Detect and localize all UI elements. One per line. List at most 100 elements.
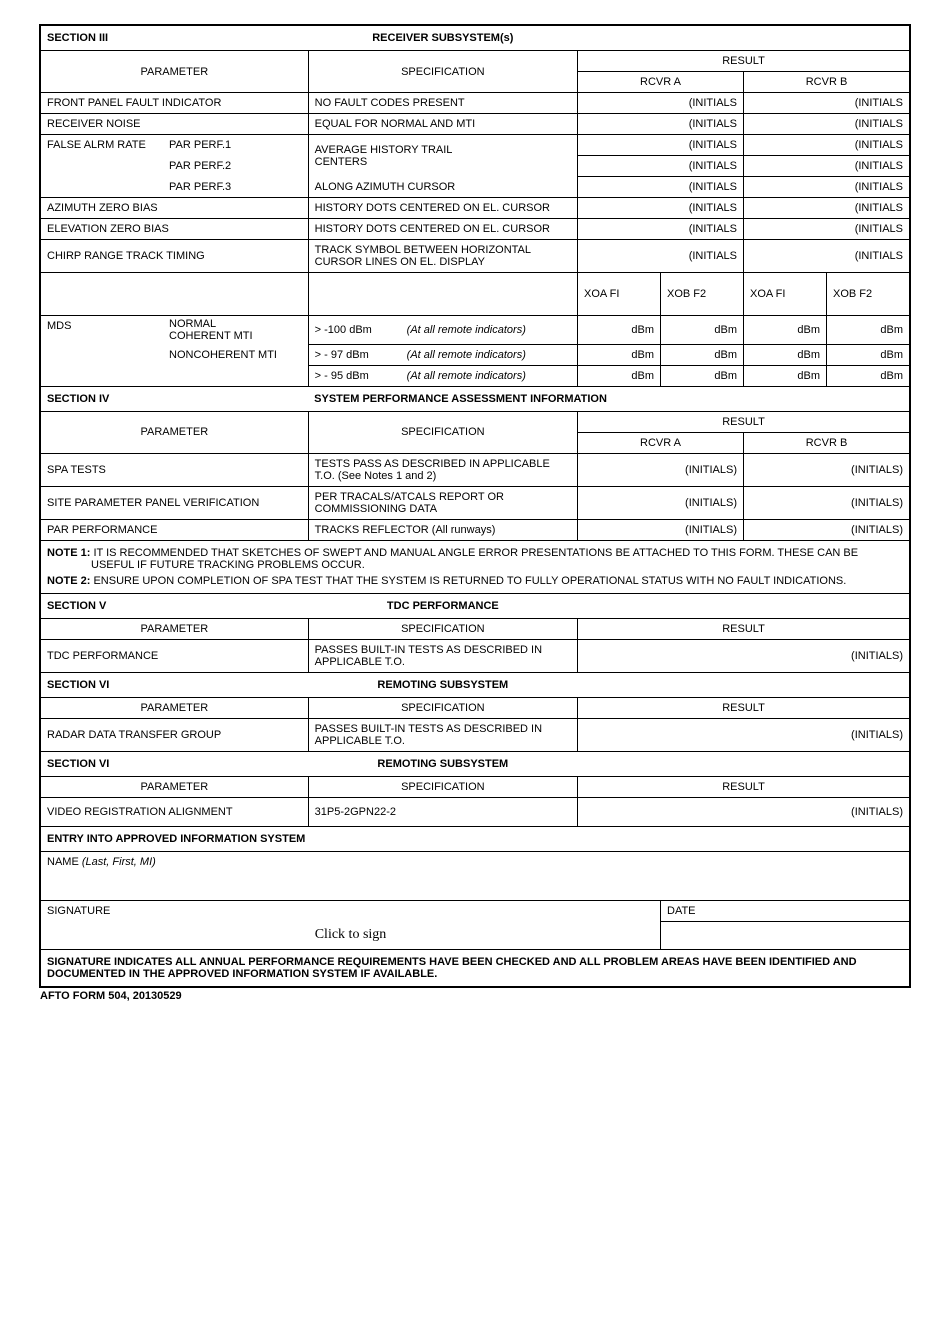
section3-header: SECTION III RECEIVER SUBSYSTEM(s) — [41, 26, 910, 51]
rnoise-param: RECEIVER NOISE — [47, 118, 141, 130]
row-signature: SIGNATURE DATE — [41, 900, 910, 921]
mds-u3[interactable]: dBm — [797, 324, 820, 336]
spp-spec: PER TRACALS/ATCALS REPORT OR COMMISSIONI… — [315, 491, 504, 515]
tdc-param: TDC PERFORMANCE — [47, 650, 158, 662]
sh-c2: XOB F2 — [667, 288, 706, 300]
section5-colheader: PARAMETER SPECIFICATION RESULT — [41, 618, 910, 639]
section6a-label: SECTION VI — [47, 679, 109, 691]
spp-b[interactable]: (INITIALS) — [851, 497, 903, 509]
vra-param: VIDEO REGISTRATION ALIGNMENT — [47, 806, 233, 818]
far-b1[interactable]: (INITIALS — [855, 139, 903, 151]
hdr-result: RESULT — [722, 55, 765, 67]
note1-text: IT IS RECOMMENDED THAT SKETCHES OF SWEPT… — [91, 547, 858, 571]
crtt-a[interactable]: (INITIALS — [689, 250, 737, 262]
far-b2[interactable]: (INITIALS — [855, 160, 903, 172]
entry-title: ENTRY INTO APPROVED INFORMATION SYSTEM — [47, 833, 305, 845]
s6b-result: RESULT — [722, 781, 765, 793]
parperf-a[interactable]: (INITIALS) — [685, 524, 737, 536]
mds-u5[interactable]: dBm — [631, 349, 654, 361]
ezb-b[interactable]: (INITIALS — [855, 223, 903, 235]
sh-c1: XOA FI — [584, 288, 619, 300]
row-azb: AZIMUTH ZERO BIAS HISTORY DOTS CENTERED … — [41, 198, 910, 219]
s6a-spec: SPECIFICATION — [401, 702, 485, 714]
mds-u2[interactable]: dBm — [714, 324, 737, 336]
s4-rcvrb: RCVR B — [806, 437, 848, 449]
spa-param: SPA TESTS — [47, 464, 106, 476]
note1-label: NOTE 1: — [47, 547, 90, 559]
fpfi-a[interactable]: (INITIALS — [689, 97, 737, 109]
far-a3[interactable]: (INITIALS — [689, 181, 737, 193]
s5-result: RESULT — [722, 623, 765, 635]
rdtg-r[interactable]: (INITIALS) — [851, 729, 903, 741]
vra-r[interactable]: (INITIALS) — [851, 806, 903, 818]
mds-u1[interactable]: dBm — [631, 324, 654, 336]
far-a2[interactable]: (INITIALS — [689, 160, 737, 172]
azb-b[interactable]: (INITIALS — [855, 202, 903, 214]
parperf-b[interactable]: (INITIALS) — [851, 524, 903, 536]
spa-b[interactable]: (INITIALS) — [851, 464, 903, 476]
vra-spec: 31P5-2GPN22-2 — [315, 806, 396, 818]
section3-label: SECTION III — [47, 32, 108, 44]
fpfi-b[interactable]: (INITIALS — [855, 97, 903, 109]
mds-s3a: > - 95 dBm — [315, 370, 369, 382]
disclaimer: SIGNATURE INDICATES ALL ANNUAL PERFORMAN… — [47, 956, 857, 980]
azb-a[interactable]: (INITIALS — [689, 202, 737, 214]
ezb-spec: HISTORY DOTS CENTERED ON EL. CURSOR — [315, 223, 550, 235]
row-ezb: ELEVATION ZERO BIAS HISTORY DOTS CENTERE… — [41, 219, 910, 240]
far-s1: AVERAGE HISTORY TRAIL — [315, 144, 453, 156]
tdc-spec: PASSES BUILT-IN TESTS AS DESCRIBED IN AP… — [315, 644, 542, 668]
section5-title: TDC PERFORMANCE — [387, 600, 499, 612]
row-spp: SITE PARAMETER PANEL VERIFICATION PER TR… — [41, 486, 910, 519]
hdr-rcvrb: RCVR B — [806, 76, 848, 88]
fpfi-spec: NO FAULT CODES PRESENT — [315, 97, 465, 109]
sh-c3: XOA FI — [750, 288, 785, 300]
section6a-colheader: PARAMETER SPECIFICATION RESULT — [41, 697, 910, 718]
section3-title: RECEIVER SUBSYSTEM(s) — [372, 32, 513, 44]
mds-u7[interactable]: dBm — [797, 349, 820, 361]
click-sign[interactable]: Click to sign — [315, 927, 387, 942]
mds-u10[interactable]: dBm — [714, 370, 737, 382]
mds-ncm: NONCOHERENT MTI — [169, 349, 277, 361]
mds-u9[interactable]: dBm — [631, 370, 654, 382]
far-a1[interactable]: (INITIALS — [689, 139, 737, 151]
far-b3[interactable]: (INITIALS — [855, 181, 903, 193]
entry-header: ENTRY INTO APPROVED INFORMATION SYSTEM — [41, 826, 910, 851]
ezb-a[interactable]: (INITIALS — [689, 223, 737, 235]
rnoise-b[interactable]: (INITIALS — [855, 118, 903, 130]
sig-label: SIGNATURE — [47, 905, 110, 917]
ezb-param: ELEVATION ZERO BIAS — [47, 223, 169, 235]
section6b-header: SECTION VI REMOTING SUBSYSTEM — [41, 751, 910, 776]
mds-u11[interactable]: dBm — [797, 370, 820, 382]
section6b-label: SECTION VI — [47, 758, 109, 770]
far-p2: PAR PERF.2 — [169, 160, 231, 172]
hdr-param: PARAMETER — [141, 66, 209, 78]
s4-spec: SPECIFICATION — [401, 426, 485, 438]
azb-param: AZIMUTH ZERO BIAS — [47, 202, 158, 214]
far-p3: PAR PERF.3 — [169, 181, 231, 193]
section4-colheader1: PARAMETER SPECIFICATION RESULT — [41, 411, 910, 432]
form-container: SECTION III RECEIVER SUBSYSTEM(s) PARAME… — [39, 24, 911, 988]
spa-spec: TESTS PASS AS DESCRIBED IN APPLICABLE T.… — [315, 458, 550, 482]
azb-spec: HISTORY DOTS CENTERED ON EL. CURSOR — [315, 202, 550, 214]
rdtg-param: RADAR DATA TRANSFER GROUP — [47, 729, 221, 741]
spp-a[interactable]: (INITIALS) — [685, 497, 737, 509]
row-mds3: > - 95 dBm (At all remote indicators) dB… — [41, 365, 910, 386]
far-s3: ALONG AZIMUTH CURSOR — [315, 181, 456, 193]
section6a-title: REMOTING SUBSYSTEM — [377, 679, 508, 691]
tdc-r[interactable]: (INITIALS) — [851, 650, 903, 662]
sh-c4: XOB F2 — [833, 288, 872, 300]
row-mds1: MDS NORMALCOHERENT MTI > -100 dBm (At al… — [41, 316, 910, 345]
mds-u8[interactable]: dBm — [880, 349, 903, 361]
s6b-param: PARAMETER — [141, 781, 209, 793]
rnoise-a[interactable]: (INITIALS — [689, 118, 737, 130]
footer-text: AFTO FORM 504, 20130529 — [40, 990, 182, 1002]
mds-u12[interactable]: dBm — [880, 370, 903, 382]
mds-s2a: > - 97 dBm — [315, 349, 369, 361]
mds-u6[interactable]: dBm — [714, 349, 737, 361]
section5-header: SECTION V TDC PERFORMANCE — [41, 593, 910, 618]
mds-u4[interactable]: dBm — [880, 324, 903, 336]
name-hint: (Last, First, MI) — [82, 856, 156, 868]
crtt-b[interactable]: (INITIALS — [855, 250, 903, 262]
section5-label: SECTION V — [47, 600, 106, 612]
spa-a[interactable]: (INITIALS) — [685, 464, 737, 476]
